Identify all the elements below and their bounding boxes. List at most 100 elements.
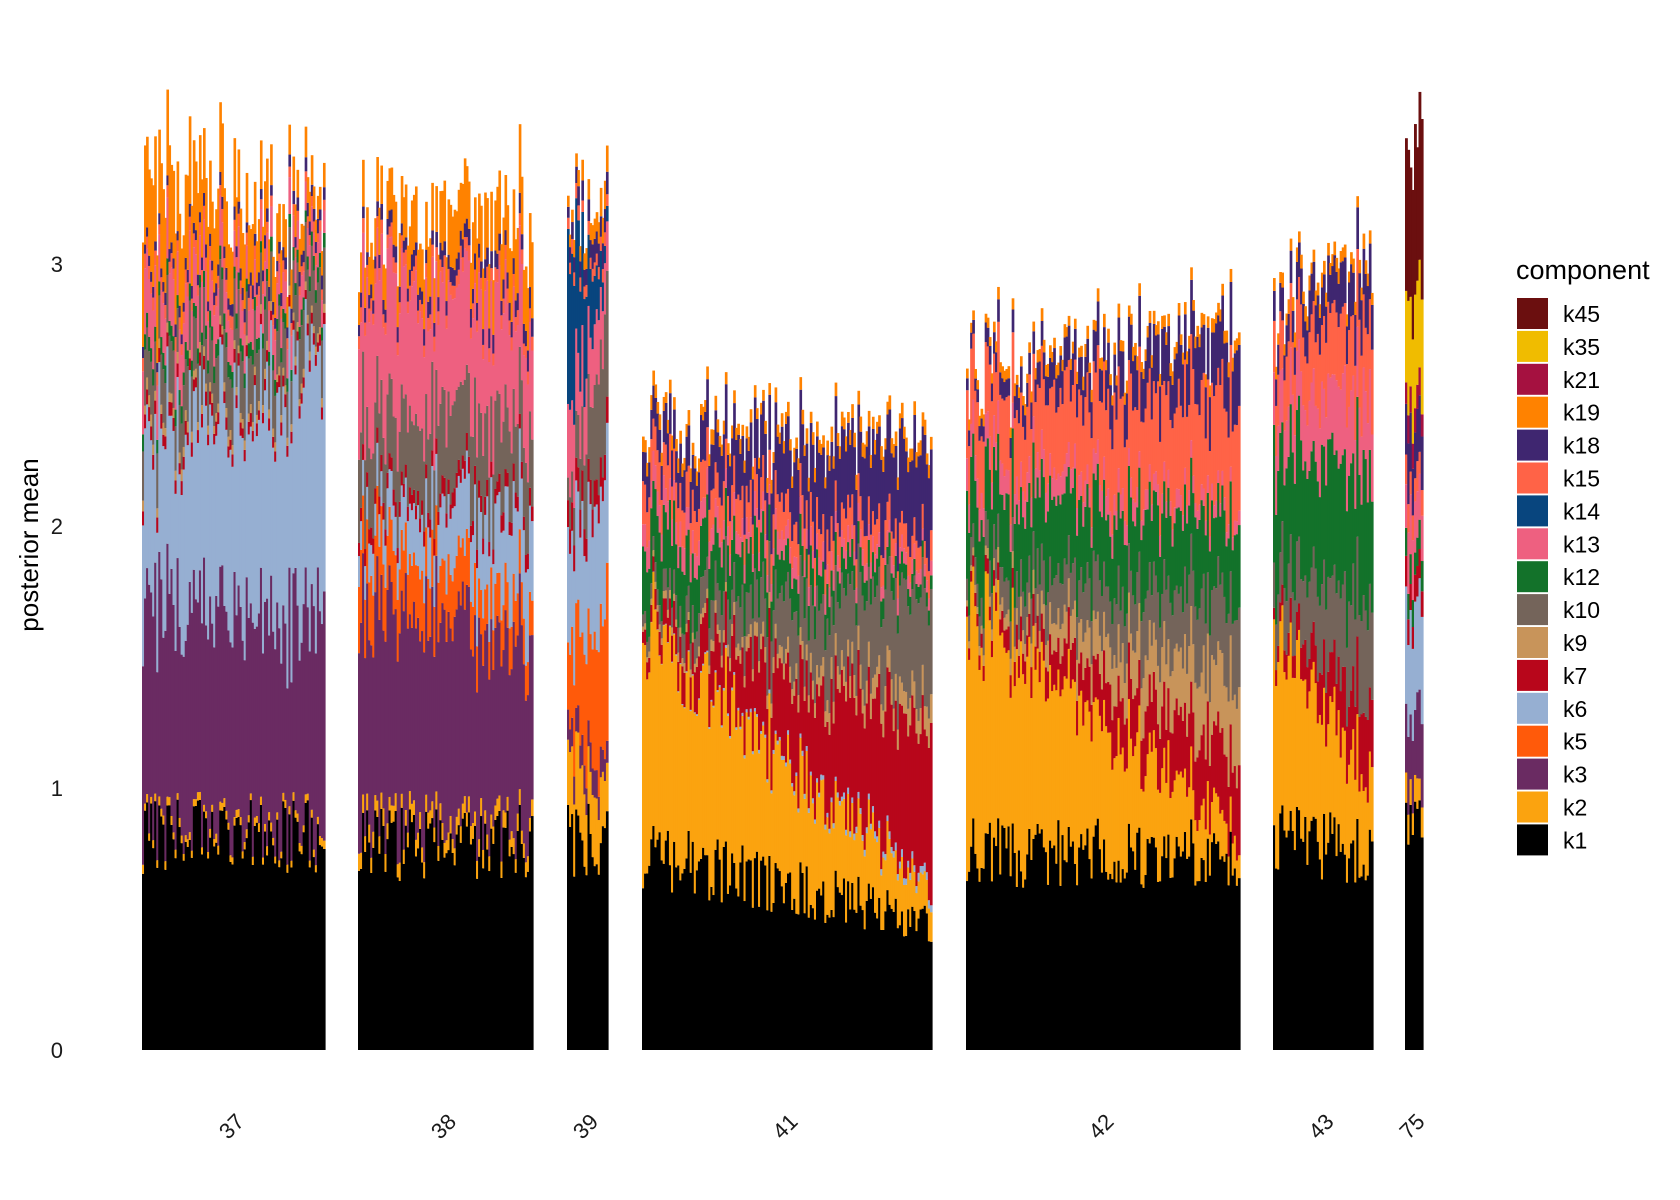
bar-segment-k7 bbox=[358, 542, 361, 557]
bar-segment-k2 bbox=[1140, 788, 1144, 885]
bar-segment-k18 bbox=[722, 434, 726, 482]
bar-segment-k9 bbox=[903, 691, 906, 714]
bar-segment-k10 bbox=[243, 388, 247, 441]
bar-segment-k18 bbox=[909, 461, 912, 557]
bar-segment-k1 bbox=[654, 847, 658, 1050]
bar-segment-k10 bbox=[716, 583, 720, 625]
bar-segment-k6 bbox=[869, 823, 873, 830]
bar-segment-k13 bbox=[689, 554, 693, 583]
bar-segment-k2 bbox=[599, 777, 603, 844]
bar-segment-k1 bbox=[733, 862, 736, 1050]
bar-segment-k6 bbox=[660, 663, 664, 665]
bar-segment-k15 bbox=[1086, 372, 1090, 465]
bar-segment-k2 bbox=[1090, 741, 1094, 879]
bar-segment-k19 bbox=[459, 182, 463, 231]
bar-segment-k15 bbox=[1042, 379, 1046, 450]
bar-segment-k15 bbox=[780, 492, 784, 531]
bar-segment-k15 bbox=[1065, 366, 1069, 454]
bar-segment-k19 bbox=[528, 213, 532, 288]
bar-segment-k19 bbox=[575, 153, 578, 167]
bar-segment-k19 bbox=[867, 410, 871, 427]
bar-segment-k12 bbox=[180, 406, 184, 424]
bar-segment-k19 bbox=[1053, 337, 1056, 349]
bar-segment-k19 bbox=[1015, 374, 1019, 385]
bar-segment-k12 bbox=[853, 565, 856, 591]
bar-segment-k18 bbox=[431, 230, 434, 245]
bar-segment-k13 bbox=[488, 362, 491, 478]
bar-segment-k12 bbox=[190, 360, 194, 377]
bar-segment-k12 bbox=[142, 434, 145, 452]
bar-segment-k6 bbox=[801, 750, 805, 756]
bar-segment-k10 bbox=[708, 628, 711, 666]
bar-segment-k3 bbox=[366, 583, 369, 794]
bar-segment-k1 bbox=[1200, 857, 1204, 1050]
bar-segment-k12 bbox=[233, 266, 237, 279]
bar-segment-k13 bbox=[1092, 448, 1096, 474]
bar-segment-k12 bbox=[150, 348, 153, 362]
bar-segment-k2 bbox=[198, 791, 202, 800]
bar-segment-k1 bbox=[863, 929, 867, 1050]
bar-segment-k6 bbox=[876, 836, 879, 843]
bar-segment-k13 bbox=[368, 322, 371, 449]
bar-segment-k2 bbox=[766, 782, 769, 911]
bar-segment-k12 bbox=[294, 283, 298, 296]
bar-segment-k2 bbox=[318, 836, 322, 846]
bar-segment-k1 bbox=[1001, 825, 1004, 1050]
bar-segment-k1 bbox=[1198, 881, 1202, 1050]
bar-segment-k18 bbox=[1028, 352, 1031, 375]
bar-segment-k7 bbox=[198, 352, 202, 366]
bar-segment-k18 bbox=[227, 298, 231, 310]
bar-segment-k15 bbox=[400, 235, 404, 248]
bar-segment-k6 bbox=[599, 486, 603, 604]
bar-segment-k15 bbox=[809, 492, 813, 527]
bar-segment-k19 bbox=[710, 429, 714, 445]
bar-segment-k10 bbox=[776, 598, 780, 654]
bar-segment-k19 bbox=[915, 452, 919, 468]
bar-segment-k13 bbox=[1134, 502, 1137, 527]
bar-segment-k13 bbox=[148, 279, 151, 337]
bar-segment-k12 bbox=[739, 557, 743, 608]
bar-segment-k19 bbox=[745, 426, 749, 439]
bar-segment-k12 bbox=[890, 573, 894, 592]
bar-segment-k18 bbox=[685, 436, 689, 472]
bar-segment-k12 bbox=[745, 538, 749, 593]
bar-segment-k12 bbox=[318, 253, 322, 268]
bar-segment-k9 bbox=[205, 383, 208, 392]
bar-segment-k10 bbox=[793, 612, 796, 682]
bar-segment-k12 bbox=[865, 580, 869, 602]
bar-segment-k13 bbox=[178, 329, 182, 391]
bar-segment-k1 bbox=[573, 876, 576, 1050]
bar-segment-k12 bbox=[1186, 523, 1189, 604]
bar-segment-k7 bbox=[209, 391, 212, 405]
bar-segment-k3 bbox=[480, 634, 483, 799]
bar-segment-k1 bbox=[146, 802, 149, 1050]
bar-segment-k1 bbox=[427, 828, 430, 1050]
bar-segment-k10 bbox=[892, 599, 896, 709]
bar-segment-k7 bbox=[859, 688, 863, 809]
bar-segment-k7 bbox=[968, 648, 971, 660]
bar-segment-k18 bbox=[461, 239, 465, 258]
bar-segment-k3 bbox=[471, 656, 475, 824]
bar-segment-k7 bbox=[658, 631, 662, 656]
bar-segment-k18 bbox=[421, 291, 424, 305]
bar-segment-k15 bbox=[1022, 426, 1025, 492]
bar-segment-k1 bbox=[504, 827, 508, 1050]
bar-segment-k9 bbox=[266, 340, 269, 351]
bar-segment-k7 bbox=[867, 666, 871, 794]
bar-segment-k13 bbox=[176, 251, 180, 296]
bar-segment-k1 bbox=[306, 800, 310, 1050]
bar-segment-k10 bbox=[888, 556, 892, 651]
bar-segment-k1 bbox=[589, 834, 593, 1050]
bar-segment-k7 bbox=[909, 725, 912, 873]
bar-segment-k7 bbox=[174, 480, 178, 494]
bar-segment-k19 bbox=[280, 250, 283, 293]
bar-segment-k2 bbox=[849, 837, 852, 910]
bar-segment-k12 bbox=[1111, 558, 1114, 624]
bar-segment-k1 bbox=[184, 841, 188, 1050]
bar-segment-k15 bbox=[1040, 345, 1044, 430]
bar-segment-k12 bbox=[1065, 476, 1069, 565]
bar-segment-k9 bbox=[747, 634, 751, 648]
bar-segment-k9 bbox=[245, 335, 249, 346]
bar-segment-k15 bbox=[764, 500, 767, 535]
bar-segment-k1 bbox=[384, 871, 388, 1050]
